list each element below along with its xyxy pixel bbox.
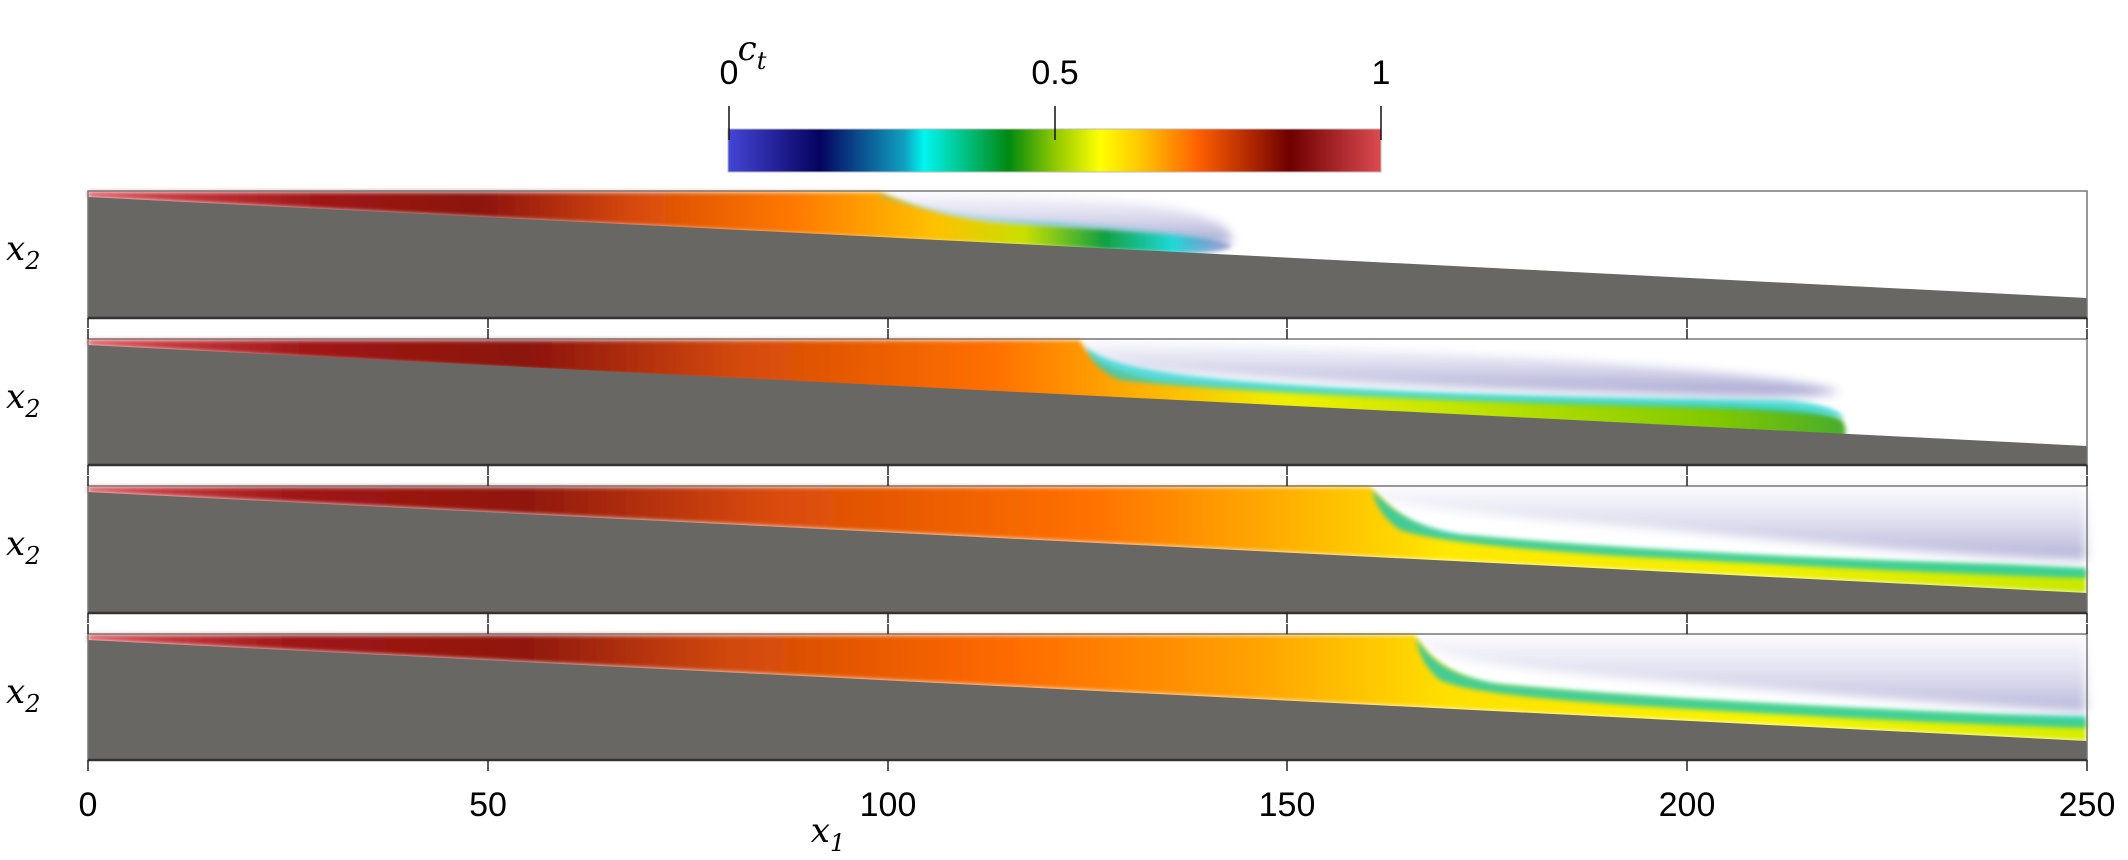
colorbar: ct 0 0.5 1 (720, 29, 1391, 173)
dilute-cloud (1080, 342, 1840, 397)
slope-solid (88, 197, 2087, 318)
x-axis-label: x1 (811, 811, 845, 857)
panel-2 (87, 338, 2088, 467)
interface-layer (880, 194, 1230, 240)
slope-solid (88, 640, 2087, 760)
dilute-cloud (1370, 489, 2086, 560)
current-body (88, 635, 2086, 741)
x-tick-label: 0 (79, 786, 98, 824)
y-axis-label-panel-4: x2 (6, 672, 40, 718)
panel-1 (87, 190, 2088, 320)
x-tick-label: 250 (2059, 786, 2116, 824)
y-axis-label-panel-1: x2 (6, 229, 40, 275)
current-body (88, 487, 2086, 593)
x-tick-label: 150 (1259, 786, 1316, 824)
colorbar-label: ct (738, 29, 767, 75)
current-body (88, 192, 1232, 254)
y-axis-label-panel-3: x2 (6, 524, 40, 570)
x-tick-label: 200 (1659, 786, 1716, 824)
interface-layer (1085, 346, 1844, 418)
colorbar-tick-label: 1 (1372, 54, 1391, 92)
slope-solid (88, 492, 2087, 613)
slope-solid (88, 345, 2087, 465)
colorbar-tick-label: 0.5 (1031, 54, 1078, 92)
colorbar-tick-label: 0 (720, 54, 739, 92)
y-axis-labels: x2 x2 x2 x2 (6, 229, 40, 718)
dilute-cloud (880, 193, 1233, 245)
panel-4 (87, 633, 2088, 762)
panel-3 (87, 485, 2088, 615)
x-axis-tick-labels: 0 50 100 150 200 250 (79, 786, 2116, 824)
interface-layer (1372, 490, 2086, 578)
dilute-cloud (1415, 637, 2086, 712)
x-tick-label: 100 (860, 786, 917, 824)
y-axis-label-panel-2: x2 (6, 377, 40, 423)
interface-layer (1416, 638, 2086, 728)
x-axis-ticks (87, 318, 2088, 771)
x-tick-label: 50 (469, 786, 507, 824)
